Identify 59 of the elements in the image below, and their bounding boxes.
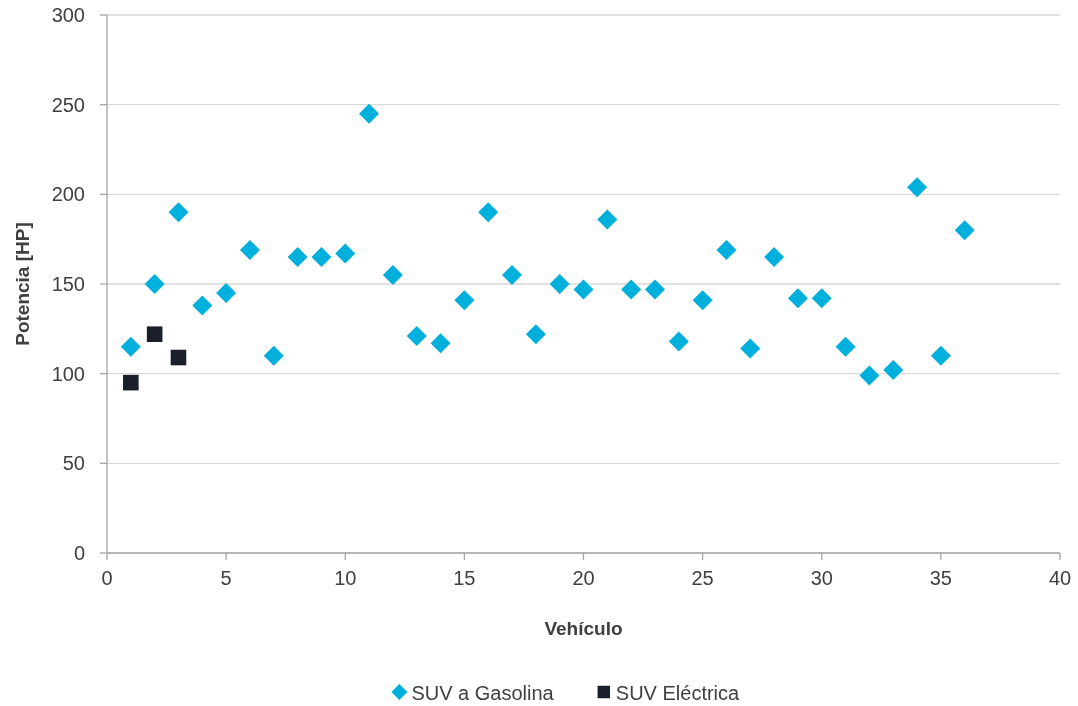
point <box>644 279 665 300</box>
point <box>123 374 139 391</box>
point <box>787 288 808 309</box>
y-tick-label: 250 <box>51 93 85 116</box>
point <box>764 247 785 268</box>
x-tick-label: 25 <box>691 567 714 589</box>
point <box>430 333 451 354</box>
y-tick-label: 300 <box>51 4 85 26</box>
point <box>740 338 761 359</box>
point <box>478 202 499 223</box>
x-tick-label: 20 <box>572 567 595 589</box>
point <box>668 331 689 352</box>
y-tick-label: 150 <box>51 273 85 295</box>
point <box>311 247 332 268</box>
point <box>192 295 213 316</box>
point <box>954 220 975 241</box>
point <box>120 336 141 357</box>
point <box>859 365 880 386</box>
point <box>382 265 403 286</box>
point <box>454 290 475 311</box>
point <box>335 243 356 264</box>
x-tick-label: 40 <box>1048 567 1072 589</box>
point <box>406 326 427 347</box>
point <box>263 345 284 366</box>
point <box>811 288 832 309</box>
x-tick-label: 0 <box>101 567 113 589</box>
point <box>930 345 951 366</box>
y-tick-label: 50 <box>62 452 85 475</box>
point <box>359 103 380 124</box>
point <box>144 274 165 294</box>
point <box>170 349 187 366</box>
point <box>692 290 713 311</box>
y-tick-label: 100 <box>51 362 85 385</box>
point <box>549 274 570 294</box>
point <box>573 279 594 300</box>
y-tick-label: 0 <box>73 542 85 564</box>
point <box>525 324 546 345</box>
y-axis-title: Potencia [HP] <box>12 222 33 346</box>
point <box>907 177 928 198</box>
x-tick-label: 30 <box>810 567 833 589</box>
y-tick-label: 200 <box>51 183 85 206</box>
x-tick-label: 35 <box>929 567 952 589</box>
legend-label: SUV a Gasolina <box>411 682 555 704</box>
x-tick-label: 5 <box>220 567 232 589</box>
point <box>168 202 189 223</box>
point <box>883 360 904 381</box>
x-tick-label: 15 <box>453 567 476 589</box>
point <box>716 239 737 260</box>
point <box>502 265 523 286</box>
point <box>146 326 163 343</box>
x-axis-title: Vehículo <box>544 618 623 639</box>
x-tick-label: 10 <box>334 567 357 589</box>
point <box>239 239 260 260</box>
point <box>597 209 618 230</box>
point <box>621 279 642 300</box>
point <box>216 282 237 303</box>
point <box>835 336 856 357</box>
legend-label: SUV Eléctrica <box>615 682 741 704</box>
point <box>287 247 308 268</box>
